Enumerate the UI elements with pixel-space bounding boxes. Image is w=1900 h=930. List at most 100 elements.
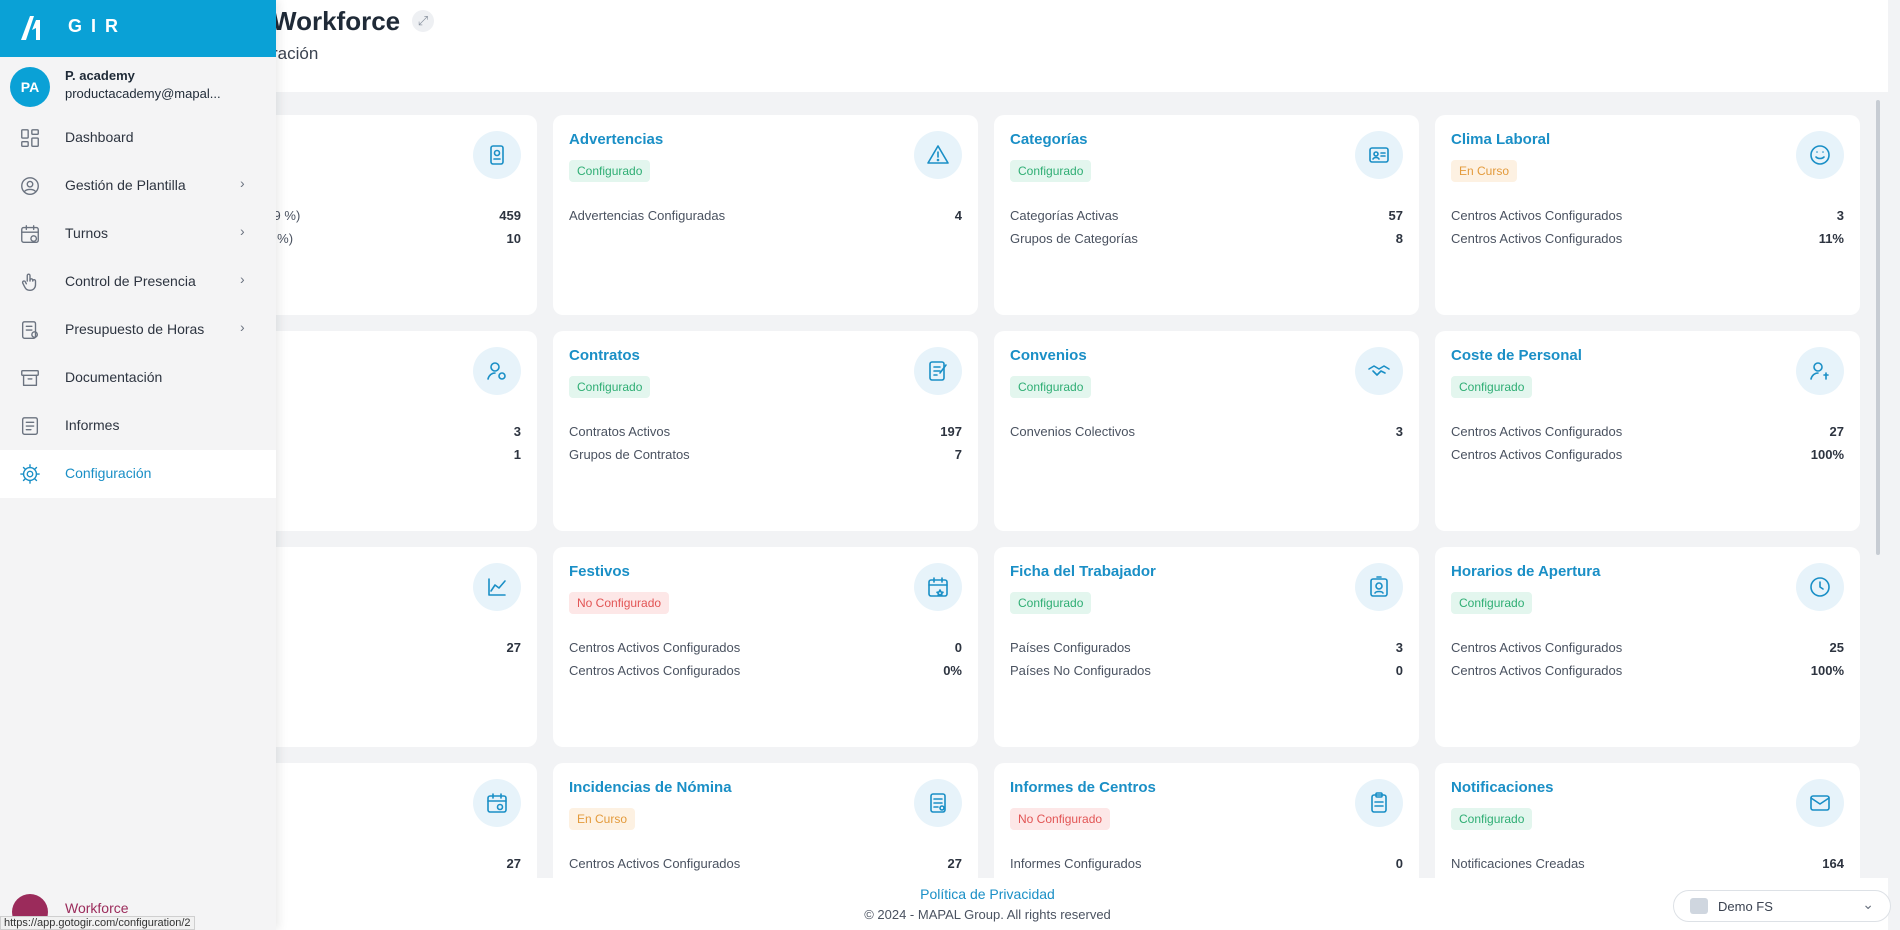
sidebar-item-informes[interactable]: Informes [0, 402, 276, 450]
stat-value: 27 [1829, 424, 1844, 439]
sidebar-item-dashboard[interactable]: Dashboard [0, 114, 276, 162]
card-title[interactable]: Notificaciones [1451, 779, 1554, 796]
card-stats: Centros Activos Configurados 27 [569, 852, 962, 875]
card-title[interactable]: Coste de Personal [1451, 347, 1582, 364]
card-stats: Advertencias Configuradas 4 [569, 204, 962, 227]
user-name: P. academy [65, 68, 135, 83]
stat-row: Centros Activos Configurados 11% [1451, 227, 1844, 250]
stat-row: Países Configurados 3 [1010, 636, 1403, 659]
sidebar: GIR PA P. academy productacademy@mapal..… [0, 0, 276, 930]
sidebar-item-presupuesto-de-horas[interactable]: Presupuesto de Horas › [0, 306, 276, 354]
sidebar-item-label: Turnos [65, 225, 109, 241]
stat-value: 27 [947, 856, 962, 871]
sidebar-item-control-de-presencia[interactable]: Control de Presencia › [0, 258, 276, 306]
config-card[interactable]: Contratos Configurado Contratos Activos 197… [553, 331, 978, 531]
clock-icon [1796, 563, 1844, 611]
user-email: productacademy@mapal... [65, 86, 221, 101]
page-subtitle: ración [272, 44, 319, 63]
stat-label: Contratos Activos [569, 424, 671, 439]
chevron-down-icon: ⌄ [1862, 896, 1874, 912]
stat-value: 57 [1388, 208, 1403, 223]
card-title[interactable]: Ficha del Trabajador [1010, 563, 1156, 580]
status-badge: No Configurado [1010, 808, 1111, 830]
stat-value: 459 [499, 208, 521, 223]
stat-row: 3 [128, 420, 521, 443]
config-card[interactable]: Horarios de Apertura Configurado Centros A… [1435, 547, 1860, 747]
stat-row: Advertencias Configuradas 4 [569, 204, 962, 227]
card-title[interactable]: Convenios [1010, 347, 1087, 364]
stat-value: 11% [1818, 231, 1844, 246]
stat-row: Categorías Activas 57 [1010, 204, 1403, 227]
sidebar-item-label: Documentación [65, 369, 163, 385]
stat-value: 164 [1822, 856, 1844, 871]
card-title[interactable]: Horarios de Apertura [1451, 563, 1601, 580]
status-bar-url: https://app.gotogir.com/configuration/2 [0, 916, 195, 930]
stat-label: Grupos de Categorías [1010, 231, 1138, 246]
stat-row: Grupos de Contratos 7 [569, 443, 962, 466]
store-icon [1690, 898, 1708, 914]
stat-label: Centros Activos Configurados [569, 640, 741, 655]
card-stats: Países Configurados 3 Países No Configurad… [1010, 636, 1403, 682]
user-circle-icon [21, 177, 39, 195]
config-card[interactable]: Convenios Configurado Convenios Colectivos… [994, 331, 1419, 531]
stat-row: Centros Activos Configurados 25 [1451, 636, 1844, 659]
gear-icon [20, 464, 40, 484]
card-title[interactable]: Informes de Centros [1010, 779, 1156, 796]
chevron-right-icon: › [240, 223, 245, 239]
page-title: Workforce [272, 6, 401, 36]
stat-label: Notificaciones Creadas [1451, 856, 1585, 871]
stat-label: Centros Activos Configurados [1451, 663, 1623, 678]
card-title[interactable]: Advertencias [569, 131, 664, 148]
user-profile[interactable]: PA P. academy productacademy@mapal... [0, 57, 276, 113]
stat-row: Informes Configurados 0 [1010, 852, 1403, 875]
config-card[interactable]: Ficha del Trabajador Configurado Países Co… [994, 547, 1419, 747]
card-title[interactable]: Contratos [569, 347, 640, 364]
card-title[interactable]: Clima Laboral [1451, 131, 1551, 148]
expand-icon[interactable]: ⤢ [412, 10, 434, 32]
sidebar-item-gestion-de-plantilla[interactable]: Gestión de Plantilla › [0, 162, 276, 210]
stat-row: Centros Activos Configurados 100% [1451, 659, 1844, 682]
stat-value: 0 [954, 640, 962, 655]
privacy-link[interactable]: Política de Privacidad [920, 886, 1055, 902]
warning-icon [914, 131, 962, 179]
card-title[interactable]: Incidencias de Nómina [569, 779, 732, 796]
sidebar-item-turnos[interactable]: Turnos › [0, 210, 276, 258]
payroll-icon [914, 779, 962, 827]
card-stats: Centros Activos Configurados 25 Centros Ac… [1451, 636, 1844, 682]
sidebar-item-documentacion[interactable]: Documentación [0, 354, 276, 402]
clipboard-icon [1355, 779, 1403, 827]
chevron-right-icon: › [240, 175, 245, 191]
stat-row: Centros Activos Configurados 27 [569, 852, 962, 875]
stat-value: 0 [1395, 663, 1403, 678]
card-stats: Centros Activos Configurados 0 Centros Act… [569, 636, 962, 682]
sidebar-item-label: Dashboard [65, 129, 134, 145]
archive-icon [21, 369, 39, 387]
stat-row: Centros Activos Configurados 3 [1451, 204, 1844, 227]
scrollbar[interactable] [1876, 100, 1880, 555]
stat-label: Centros Activos Configurados [569, 856, 741, 871]
gir-logo-icon [21, 16, 40, 40]
stat-value: 0% [943, 663, 962, 678]
status-badge: En Curso [569, 808, 636, 830]
stat-row: Convenios Colectivos 3 [1010, 420, 1403, 443]
config-card[interactable]: Coste de Personal Configurado Centros Acti… [1435, 331, 1860, 531]
config-card[interactable]: Clima Laboral En Curso Centros Activos Con… [1435, 115, 1860, 315]
config-card[interactable]: Festivos No Configurado Centros Activos Co… [553, 547, 978, 747]
status-badge: Configurado [1010, 592, 1092, 614]
copyright-text: © 2024 - MAPAL Group. All rights reserve… [864, 907, 1111, 922]
config-card[interactable]: Advertencias Configurado Advertencias Conf… [553, 115, 978, 315]
stat-label: Centros Activos Configurados [569, 663, 741, 678]
config-card[interactable]: Categorías Configurado Categorías Activas 5… [994, 115, 1419, 315]
card-title[interactable]: Festivos [569, 563, 630, 580]
sidebar-item-configuracion[interactable]: Configuración [0, 450, 276, 498]
card-stats: Informes Configurados 0 [1010, 852, 1403, 875]
stat-value: 3 [1836, 208, 1844, 223]
calendar-star-icon [914, 563, 962, 611]
stat-row: Centros Activos Configurados 0% [569, 659, 962, 682]
stat-label: Países Configurados [1010, 640, 1131, 655]
status-badge: Configurado [569, 376, 651, 398]
config-cards-grid: a la app(79 %)459a app(2 %)10Advertencia… [112, 115, 1860, 930]
environment-select[interactable]: Demo FS ⌄ [1673, 890, 1891, 922]
sidebar-item-label: Presupuesto de Horas [65, 321, 205, 337]
card-title[interactable]: Categorías [1010, 131, 1088, 148]
